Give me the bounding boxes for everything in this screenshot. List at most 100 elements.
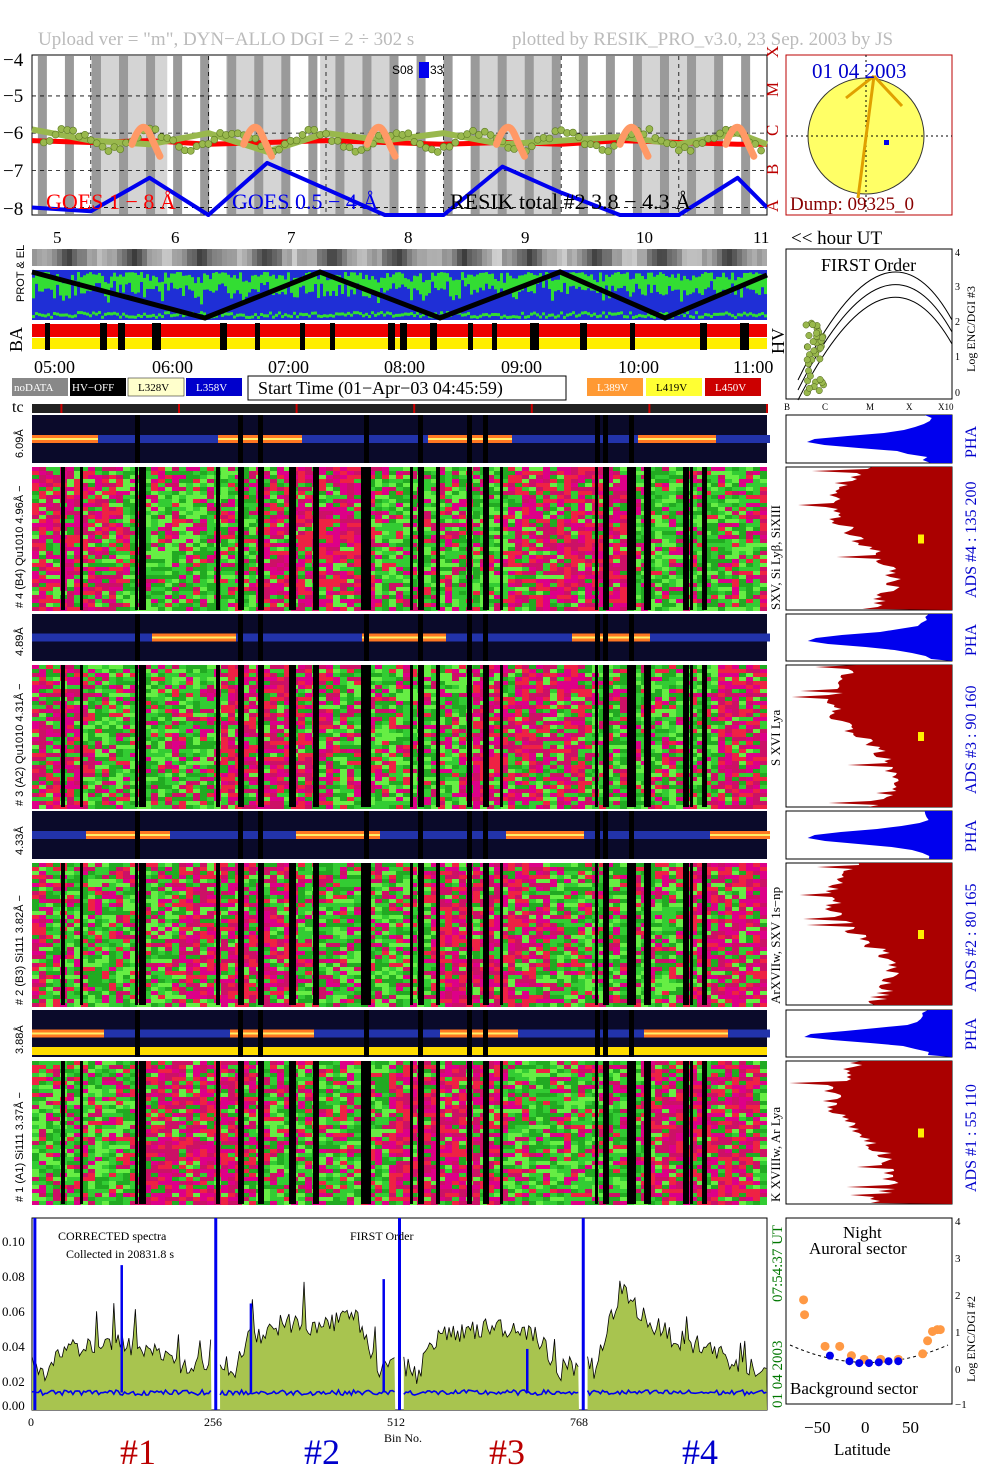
spectrogram-cell	[669, 559, 676, 563]
spectrogram-cell	[354, 503, 361, 507]
ba-gap	[630, 323, 635, 350]
prot-green-cell	[722, 273, 725, 290]
spectrogram-cell	[711, 483, 718, 487]
spectrogram-cell	[508, 587, 515, 591]
spectrogram-cell	[347, 587, 354, 591]
spectrogram-cell	[207, 487, 214, 491]
spectrogram-cell	[88, 515, 95, 519]
el-cell	[252, 249, 257, 266]
prot-green-cell	[155, 277, 158, 286]
prot-green-cell	[152, 276, 155, 289]
prot-green-cell	[521, 312, 524, 315]
prot-green-cell	[659, 272, 662, 294]
spectrogram-cell	[39, 507, 46, 511]
spectrogram-cell	[277, 475, 284, 479]
spectrogram-cell	[32, 587, 39, 591]
spectrogram-cell	[655, 535, 662, 539]
spectrogram-cell	[746, 543, 753, 547]
spectrogram-cell	[662, 563, 669, 567]
spectrogram-cell	[172, 539, 179, 543]
goes-ytick: −5	[3, 86, 23, 107]
spectrogram-cell	[550, 491, 557, 495]
spectrogram-cell	[193, 543, 200, 547]
prot-green-cell	[461, 314, 464, 317]
el-cell	[52, 249, 57, 266]
spectrogram-cell	[305, 515, 312, 519]
spectrogram-cell	[669, 471, 676, 475]
spectrogram-cell	[662, 603, 669, 607]
spectrogram-cell	[319, 499, 326, 503]
spectrogram-cell	[193, 471, 200, 475]
spectrogram-cell	[123, 491, 130, 495]
prot-green-cell	[263, 272, 266, 285]
spectrogram-cell	[655, 579, 662, 583]
spectrogram-cell	[95, 483, 102, 487]
prot-green-cell	[167, 311, 170, 314]
spectrogram-cell	[326, 607, 333, 611]
spectrogram-cell	[746, 575, 753, 579]
spectrogram-cell	[333, 595, 340, 599]
spectrogram-cell	[172, 467, 179, 471]
prot-green-cell	[266, 314, 269, 317]
prot-green-cell	[134, 273, 137, 294]
spectrogram-cell	[382, 587, 389, 591]
spectrogram-cell	[207, 535, 214, 539]
spectrogram-cell	[515, 491, 522, 495]
spectrogram-cell	[382, 499, 389, 503]
spectrogram-cell	[158, 551, 165, 555]
el-cell	[727, 249, 732, 266]
spectrogram-cell	[172, 483, 179, 487]
prot-green-cell	[257, 316, 260, 319]
el-cell	[87, 249, 92, 266]
spectrogram-cell	[151, 579, 158, 583]
spectrogram-cell	[557, 567, 564, 571]
spectrogram-cell	[494, 495, 501, 499]
spectrogram-cell	[116, 499, 123, 503]
spectrogram-cell	[732, 471, 739, 475]
spectrogram-cell	[585, 503, 592, 507]
spectrogram-cell	[536, 519, 543, 523]
spectrogram-cell	[676, 607, 683, 611]
spectrogram-cell	[396, 523, 403, 527]
spectrogram-cell	[522, 535, 529, 539]
spectrogram-cell	[739, 539, 746, 543]
spectrogram-cell	[718, 483, 725, 487]
spectrogram-cell	[396, 567, 403, 571]
prot-green-cell	[221, 314, 224, 317]
spectrogram-cell	[718, 543, 725, 547]
spectrogram-cell	[389, 587, 396, 591]
spectrogram-cell	[207, 483, 214, 487]
spectrogram-cell	[39, 483, 46, 487]
spectrogram-cell	[711, 599, 718, 603]
spectrogram-cell	[109, 491, 116, 495]
spectrogram-cell	[74, 487, 81, 491]
spectrogram-cell	[725, 547, 732, 551]
spectrogram-cell	[109, 603, 116, 607]
prot-green-cell	[203, 312, 206, 315]
el-cell	[257, 249, 262, 266]
ba-label: BA	[6, 327, 26, 352]
spectrogram-cell	[228, 471, 235, 475]
spectrogram-cell	[578, 607, 585, 611]
spectrogram-cell	[193, 607, 200, 611]
spectrogram-cell	[571, 487, 578, 491]
spectrogram-cell	[396, 527, 403, 531]
spectrogram-cell	[585, 519, 592, 523]
el-cell	[77, 249, 82, 266]
spectrogram-cell	[452, 543, 459, 547]
prot-green-cell	[440, 311, 443, 314]
prot-green-cell	[494, 313, 497, 316]
spectrogram-cell	[151, 547, 158, 551]
spectrogram-cell	[207, 595, 214, 599]
spectrogram-cell	[473, 595, 480, 599]
spectrogram-cell	[389, 483, 396, 487]
spectrogram-cell	[739, 499, 746, 503]
spectrogram-cell	[452, 559, 459, 563]
spectrogram-cell	[403, 503, 410, 507]
prot-green-cell	[497, 313, 500, 316]
spectrogram-cell	[151, 559, 158, 563]
spectrogram-cell	[305, 559, 312, 563]
prot-green-cell	[215, 272, 218, 291]
spectrogram-cell	[711, 511, 718, 515]
spectrogram-cell	[172, 479, 179, 483]
